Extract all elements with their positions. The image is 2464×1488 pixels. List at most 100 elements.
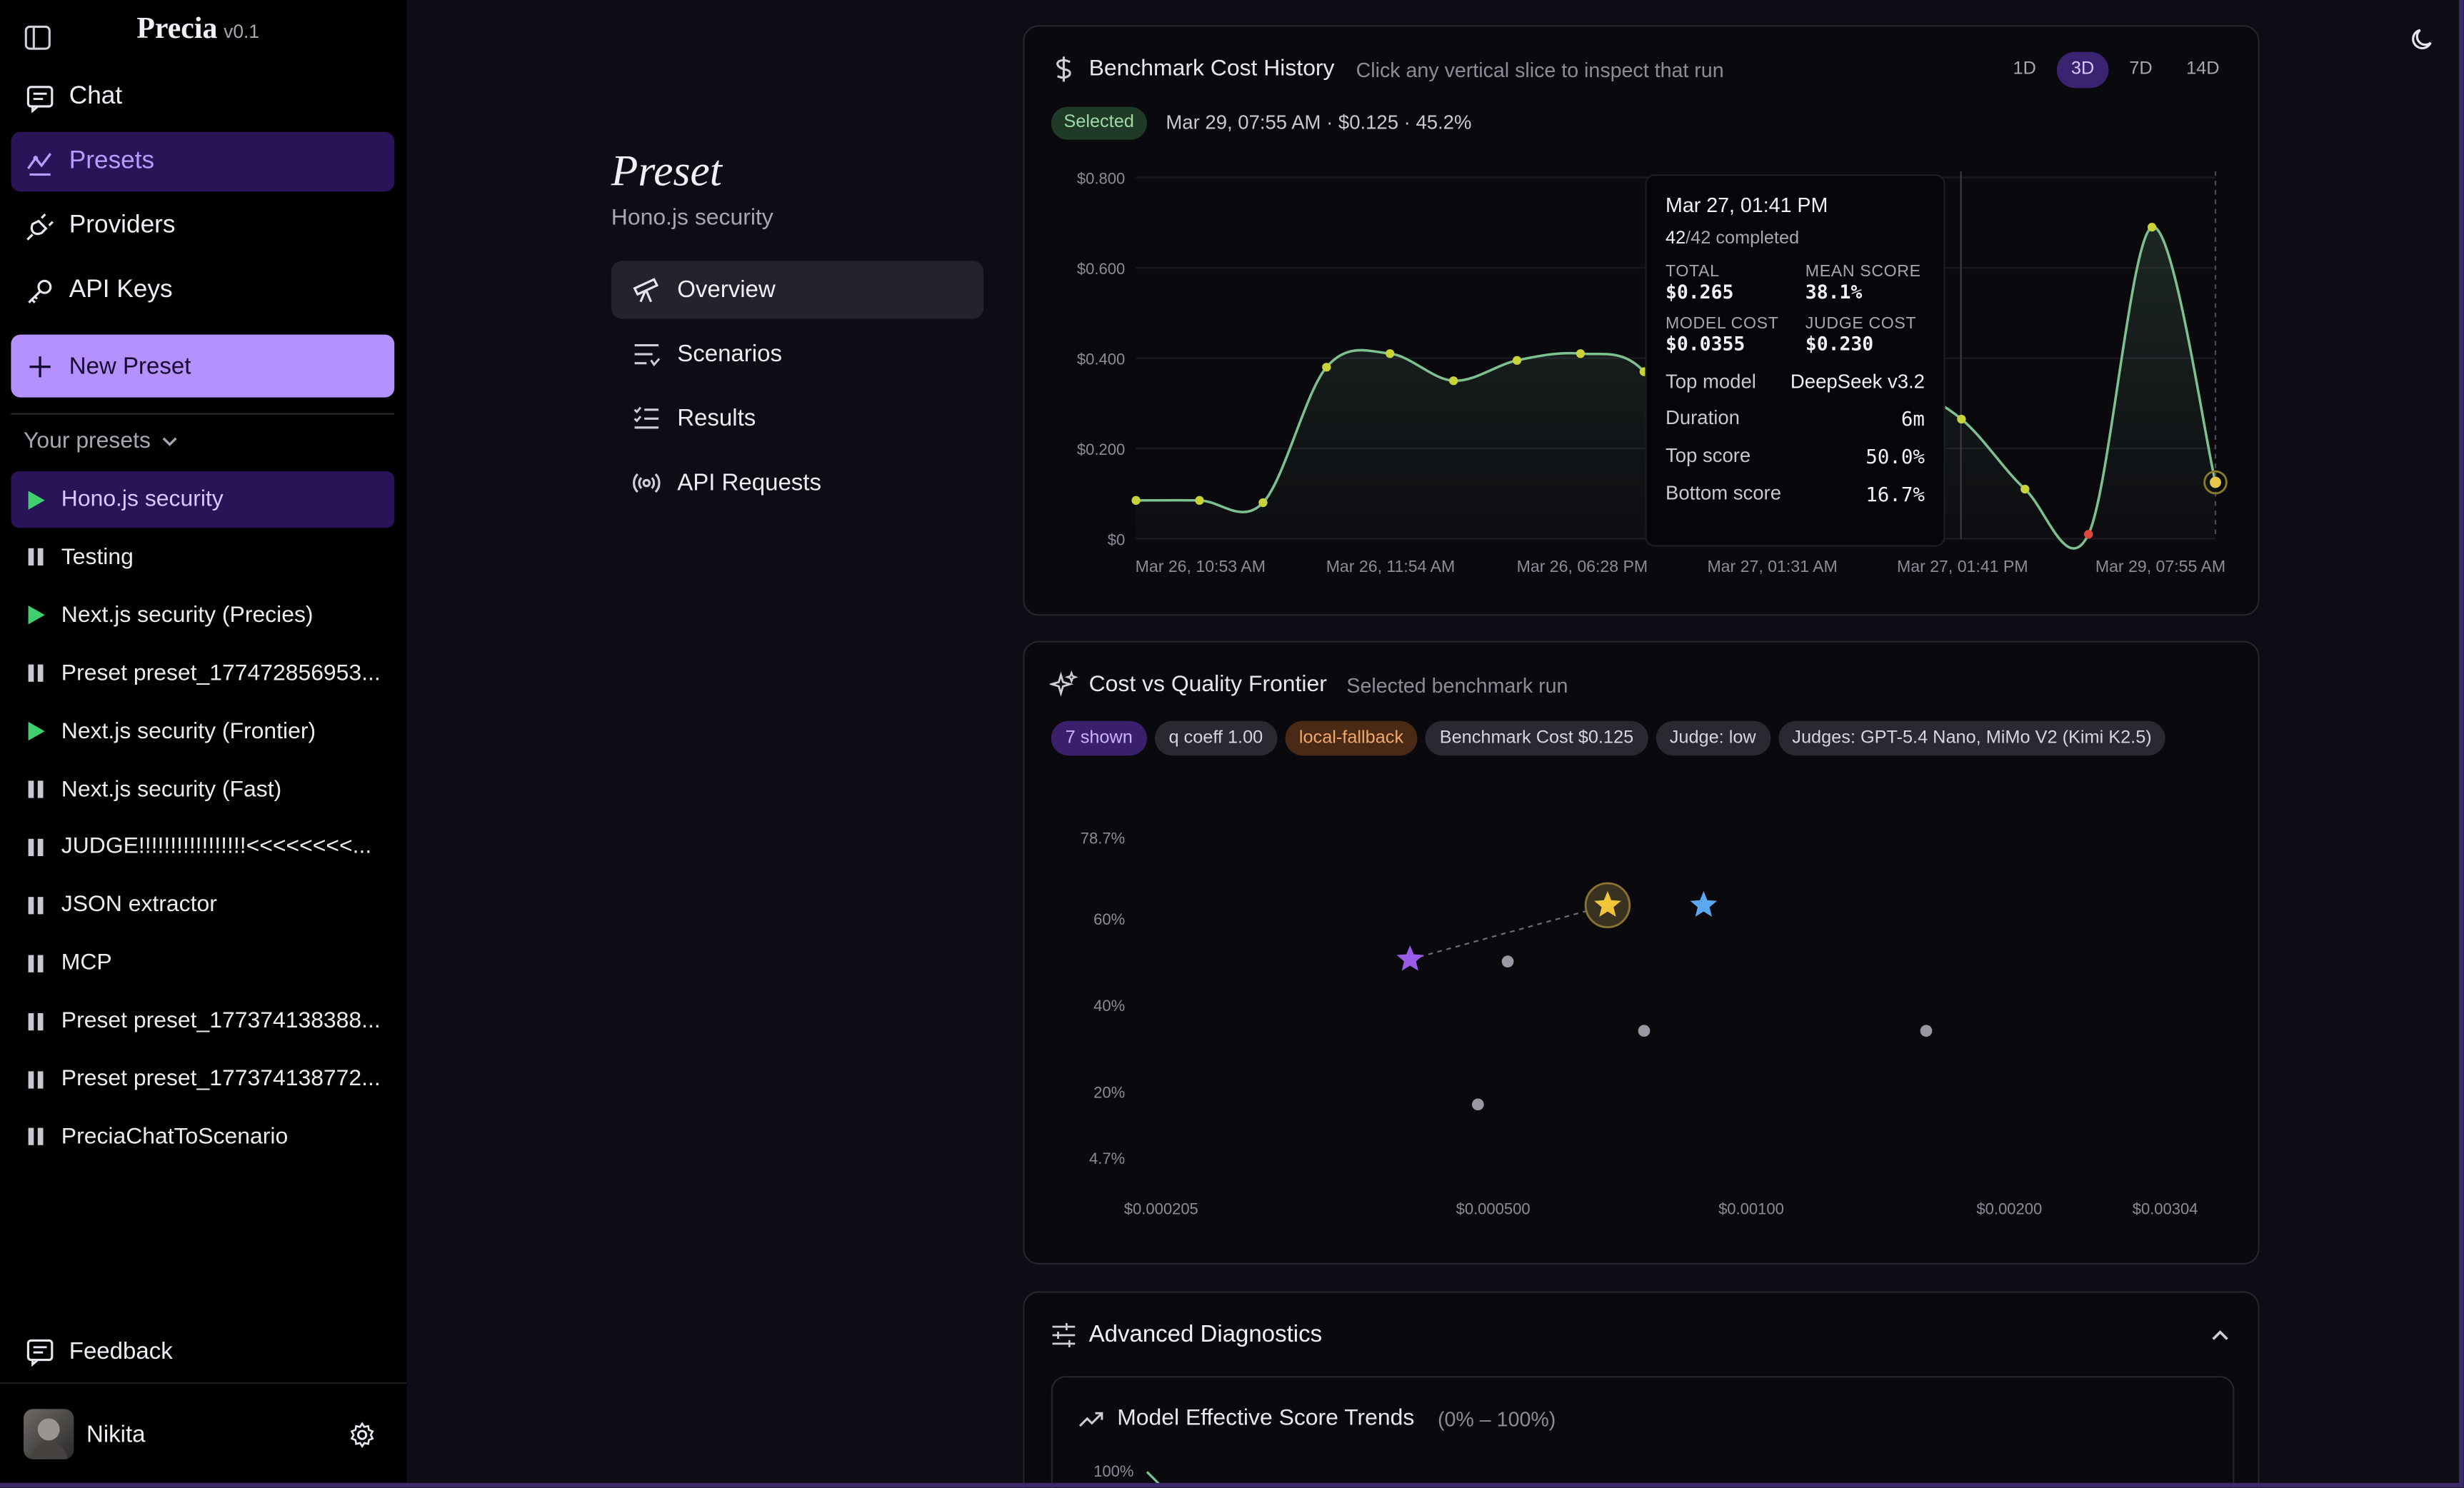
divider <box>11 413 395 415</box>
cost-history-chart[interactable]: $0 $0.200 $0.400 $0.600 $0.800 Mar 26, 10:53 … <box>1024 26 2260 617</box>
preset-item[interactable]: JUDGE!!!!!!!!!!!!!!!!!<<<<<<<<... <box>11 819 394 875</box>
avatar[interactable] <box>24 1409 74 1459</box>
tab-results[interactable]: Results <box>611 390 983 448</box>
preset-item[interactable]: Preset preset_177374138772... <box>11 1051 394 1107</box>
dollar-icon <box>1056 56 1071 82</box>
x-tick-label: Mar 29, 07:55 AM <box>2095 557 2225 575</box>
preset-item[interactable]: Preset preset_177472856953... <box>11 645 394 702</box>
preset-item[interactable]: Next.js security (Fast) <box>11 761 394 818</box>
tooltip-date: Mar 27, 01:41 PM <box>1666 193 1828 217</box>
pause-icon <box>28 1070 44 1088</box>
chevron-down-icon <box>162 437 177 446</box>
sidebar-item-chat[interactable]: Chat <box>11 68 394 128</box>
tooltip-mean-label: MEAN SCORE <box>1805 262 1921 281</box>
x-tick-label: Mar 26, 11:54 AM <box>1326 557 1456 575</box>
cost-point[interactable] <box>1576 349 1586 358</box>
preset-item[interactable]: MCP <box>11 935 394 991</box>
run-tooltip: Mar 27, 01:41 PM 42/42 completed TOTAL $… <box>1645 174 1945 547</box>
cost-point[interactable] <box>1448 376 1458 386</box>
tab-label: Scenarios <box>677 341 782 368</box>
cost-point[interactable] <box>2084 530 2093 539</box>
cost-point[interactable] <box>2147 223 2157 232</box>
tab-label: Results <box>677 405 756 432</box>
cost-point[interactable] <box>1512 356 1522 365</box>
selected-point-ring <box>2203 470 2228 495</box>
cost-point[interactable] <box>1322 363 1331 372</box>
divider <box>0 1382 407 1384</box>
trends-range: (0% – 100%) <box>1438 1407 1556 1432</box>
cost-point[interactable] <box>2210 476 2221 488</box>
feedback-button[interactable]: Feedback <box>11 1321 394 1381</box>
preset-item-label: Preset preset_177374138388... <box>61 1008 381 1034</box>
cost-point[interactable] <box>1386 349 1395 358</box>
your-presets-toggle[interactable]: Your presets <box>24 429 179 454</box>
y-tick-label: $0.600 <box>1077 260 1125 278</box>
cost-point[interactable] <box>1131 496 1141 505</box>
preset-item[interactable]: Next.js security (Precies) <box>11 587 394 643</box>
preset-item-label: Testing <box>61 545 134 570</box>
star-point-gold[interactable] <box>1594 891 1621 917</box>
trends-title: Model Effective Score Trends <box>1117 1406 1415 1432</box>
chip-judge: Judge: low <box>1655 720 1771 756</box>
sidebar-item-providers[interactable]: Providers <box>11 196 394 256</box>
pause-icon <box>28 896 44 914</box>
tooltip-completed: 42/42 completed <box>1666 229 1925 248</box>
star-point-purple[interactable] <box>1396 945 1424 971</box>
plug-icon <box>26 212 54 240</box>
preset-item[interactable]: Testing <box>11 529 394 585</box>
tooltip-judge-cost-label: JUDGE COST <box>1805 314 1917 333</box>
frontier-chart[interactable]: 4.7% 20% 40% 60% 78.7% $0.000205 $0.000500 $0.0… <box>1024 643 2260 1266</box>
range-1d-button[interactable]: 1D <box>2013 59 2036 79</box>
range-14d-button[interactable]: 14D <box>2186 59 2220 79</box>
scatter-point[interactable] <box>1638 1025 1651 1037</box>
cost-point[interactable] <box>2020 484 2030 494</box>
preset-item-label: Next.js security (Frontier) <box>61 718 316 744</box>
tooltip-row-value: DeepSeek v3.2 <box>1790 371 1925 393</box>
preset-subtitle: Hono.js security <box>611 206 773 231</box>
sidebar-toggle-icon[interactable] <box>24 24 52 52</box>
cost-point[interactable] <box>1195 496 1204 505</box>
scatter-point[interactable] <box>1501 955 1514 968</box>
tooltip-completed-count: 42 <box>1666 229 1686 248</box>
tooltip-row-label: Duration <box>1666 406 1740 429</box>
cost-history-title: Benchmark Cost History <box>1088 56 1335 82</box>
sidebar-item-api-keys[interactable]: API Keys <box>11 261 394 321</box>
preset-item[interactable]: Preset preset_177374138388... <box>11 993 394 1050</box>
star-point-blue[interactable] <box>1690 891 1718 917</box>
x-tick-label: Mar 26, 06:28 PM <box>1517 557 1648 575</box>
preset-item[interactable]: Next.js security (Frontier) <box>11 703 394 760</box>
preset-item[interactable]: Hono.js security <box>11 471 395 528</box>
y-tick-label: $0.400 <box>1077 350 1125 368</box>
feedback-label: Feedback <box>69 1337 173 1364</box>
telescope-icon <box>633 278 659 303</box>
tab-scenarios[interactable]: Scenarios <box>611 325 983 383</box>
tab-overview[interactable]: Overview <box>611 261 984 319</box>
scatter-point[interactable] <box>1920 1025 1933 1037</box>
new-preset-label: New Preset <box>69 352 191 380</box>
sidebar-item-label: Providers <box>69 212 176 239</box>
moon-icon[interactable] <box>2409 25 2438 54</box>
play-icon <box>28 722 45 741</box>
gear-icon[interactable] <box>349 1422 375 1449</box>
tooltip-row-label: Bottom score <box>1666 482 1782 505</box>
sidebar-item-presets[interactable]: Presets <box>11 131 395 192</box>
chip-local-fallback: local-fallback <box>1285 720 1418 756</box>
cost-point[interactable] <box>1957 414 1966 424</box>
tooltip-row-label: Top score <box>1666 444 1751 467</box>
cost-point[interactable] <box>1258 498 1268 508</box>
sidebar-item-label: Presets <box>69 147 155 175</box>
preset-item[interactable]: JSON extractor <box>11 877 394 933</box>
pause-icon <box>28 548 44 566</box>
new-preset-button[interactable]: New Preset <box>11 334 395 398</box>
range-3d-button[interactable]: 3D <box>2056 51 2109 89</box>
diagnostics-title: Advanced Diagnostics <box>1088 1321 1323 1348</box>
pause-icon <box>28 1012 44 1030</box>
tab-api-requests[interactable]: API Requests <box>611 454 983 512</box>
scatter-point[interactable] <box>1471 1098 1484 1111</box>
preset-item[interactable]: PreciaChatToScenario <box>11 1109 394 1165</box>
range-7d-button[interactable]: 7D <box>2129 59 2153 79</box>
chevron-up-icon[interactable] <box>2209 1324 2231 1347</box>
tooltip-row-value: 50.0% <box>1865 444 1925 468</box>
tooltip-mean: 38.1% <box>1805 281 1863 303</box>
selected-badge: Selected <box>1051 106 1147 140</box>
